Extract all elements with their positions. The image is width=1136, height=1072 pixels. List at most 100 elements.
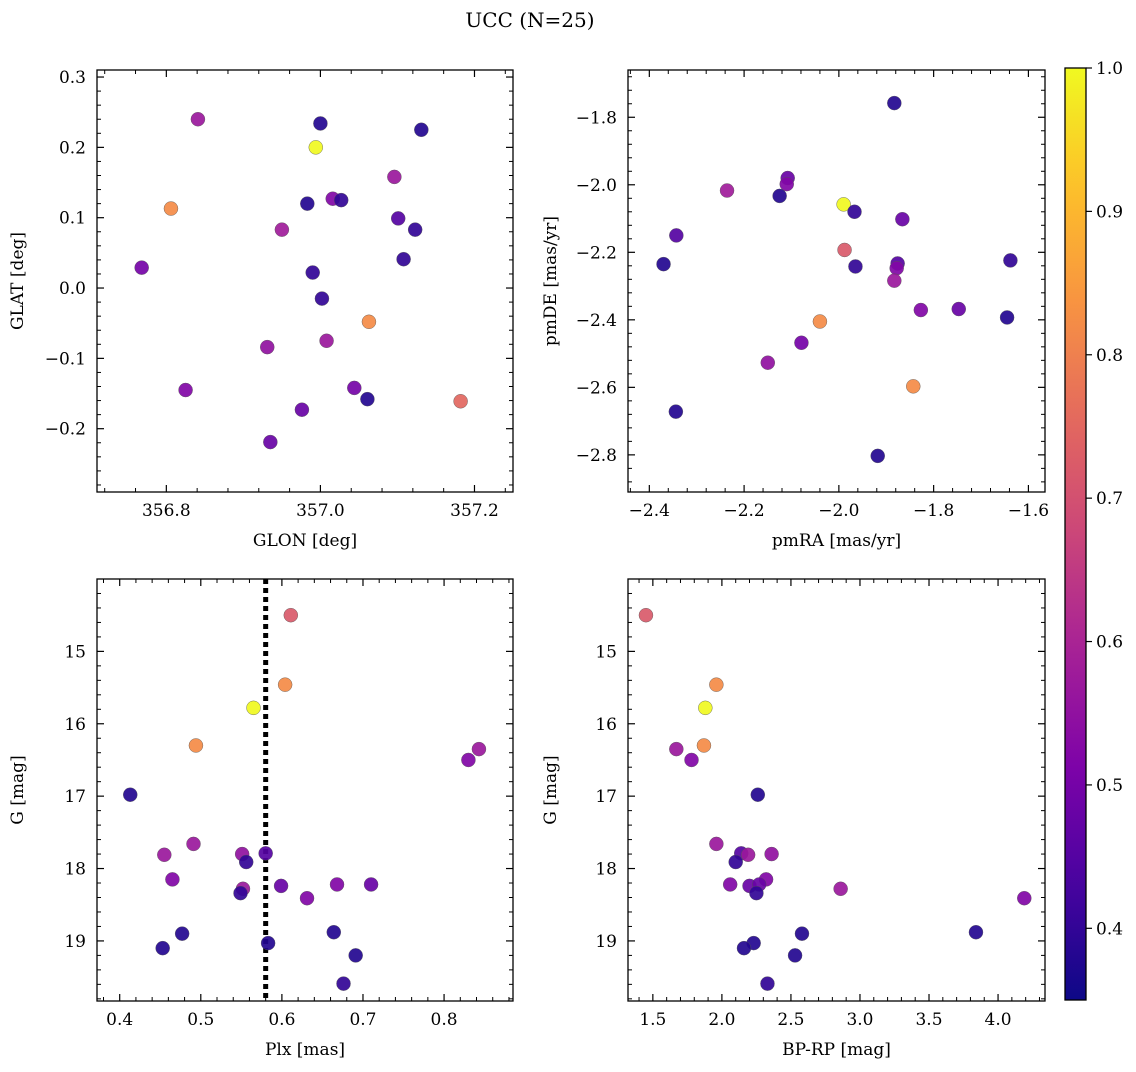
data-point [749, 885, 764, 901]
y-tick-label: −0.1 [45, 349, 86, 369]
data-point [719, 183, 735, 198]
data-point [361, 314, 377, 329]
data-point [314, 291, 330, 306]
data-point [728, 854, 743, 870]
colorbar: 0.4 0.5 0.6 0.7 0.8 0.9 1.0 [1064, 59, 1123, 1001]
data-point [669, 228, 684, 243]
data-point [453, 394, 468, 409]
data-point [360, 391, 375, 407]
y-tick-label: 17 [595, 787, 617, 807]
data-point [1003, 253, 1018, 268]
data-point [709, 836, 724, 852]
data-point [319, 333, 334, 348]
colorbar-tick-label: 0.7 [1096, 489, 1123, 509]
data-point [305, 265, 320, 280]
data-point [750, 787, 765, 802]
data-point [833, 881, 848, 897]
data-point [837, 242, 852, 258]
data-point [1017, 891, 1032, 906]
data-point [698, 700, 713, 716]
y-tick-label: 16 [595, 715, 617, 735]
x-tick-label: 2.5 [777, 1010, 804, 1030]
x-tick-label: −1.6 [1008, 501, 1049, 521]
axes-frame [627, 578, 1046, 1002]
data-point [391, 211, 406, 226]
x-axis-label: pmRA [mas/yr] [772, 531, 901, 551]
data-point [277, 677, 293, 692]
y-tick-label: 19 [64, 932, 86, 952]
y-axis-label: GLAT [deg] [8, 232, 28, 330]
data-point [300, 196, 315, 211]
axes-frame [96, 69, 514, 493]
figure-title: UCC (N=25) [465, 8, 594, 32]
x-tick-label: 0.4 [106, 1010, 133, 1030]
data-point [308, 140, 323, 155]
data-point [684, 752, 699, 768]
data-point [326, 925, 341, 940]
data-point [363, 877, 379, 892]
data-point [294, 402, 310, 417]
axes-frame [96, 578, 514, 1002]
data-point [387, 169, 402, 185]
data-point [471, 741, 487, 757]
data-point [889, 260, 904, 276]
data-point [656, 256, 671, 272]
y-axis-label: G [mag] [8, 755, 28, 824]
data-point [336, 976, 351, 991]
data-point [638, 607, 654, 623]
data-point [887, 273, 902, 288]
data-point [348, 948, 363, 963]
data-point [157, 847, 172, 862]
data-point [951, 301, 966, 317]
data-point [134, 260, 149, 275]
colorbar-tick-label: 0.4 [1096, 919, 1123, 939]
y-tick-label: 0.3 [59, 68, 86, 88]
x-tick-label: 3.0 [846, 1010, 873, 1030]
x-tick-label: 0.7 [349, 1010, 376, 1030]
data-point [669, 741, 684, 757]
data-point [347, 380, 362, 396]
y-tick-label: −2.6 [576, 378, 617, 398]
y-tick-label: −1.8 [576, 108, 617, 128]
x-tick-label: 0.5 [187, 1010, 214, 1030]
data-point [233, 885, 248, 901]
data-point [123, 787, 138, 802]
y-tick-label: 18 [64, 860, 86, 880]
data-point [155, 940, 170, 956]
y-tick-label: −2.2 [576, 243, 617, 263]
data-point [178, 382, 193, 398]
data-point [313, 116, 328, 131]
y-tick-label: 19 [595, 932, 617, 952]
x-tick-label: 4.0 [985, 1010, 1012, 1030]
panel-bprp-g: 1.5 2.0 2.5 3.0 3.5 4.0 15 16 17 18 19 BP-RP [mag] G… [541, 578, 1046, 1060]
data-point [740, 847, 756, 862]
data-point [258, 846, 273, 861]
data-point [260, 935, 276, 951]
data-point [794, 335, 809, 350]
colorbar-tick-label: 0.8 [1096, 346, 1123, 366]
data-point [760, 976, 775, 991]
data-point [847, 204, 862, 219]
data-point [812, 314, 828, 329]
data-point [260, 339, 275, 355]
data-point [836, 197, 851, 212]
data-point [165, 872, 180, 887]
data-point [329, 877, 345, 892]
x-tick-label: 0.6 [268, 1010, 295, 1030]
data-point [779, 176, 794, 192]
y-tick-label: −2.0 [576, 176, 617, 196]
data-point [274, 222, 290, 237]
data-point [848, 259, 863, 274]
colorbar-frame [1064, 67, 1087, 1001]
panel-plx-g: 0.4 0.5 0.6 0.7 0.8 15 16 17 18 19 Plx [mas] G [mag… [8, 578, 514, 1060]
x-tick-label: −1.8 [913, 501, 954, 521]
data-point [895, 212, 910, 227]
y-axis-label: pmDE [mas/yr] [541, 216, 561, 346]
y-tick-label: 16 [64, 715, 86, 735]
data-point [787, 948, 803, 963]
data-point [722, 877, 738, 892]
data-point [396, 251, 411, 267]
y-tick-label: 17 [64, 787, 86, 807]
x-tick-label: 1.5 [639, 1010, 666, 1030]
